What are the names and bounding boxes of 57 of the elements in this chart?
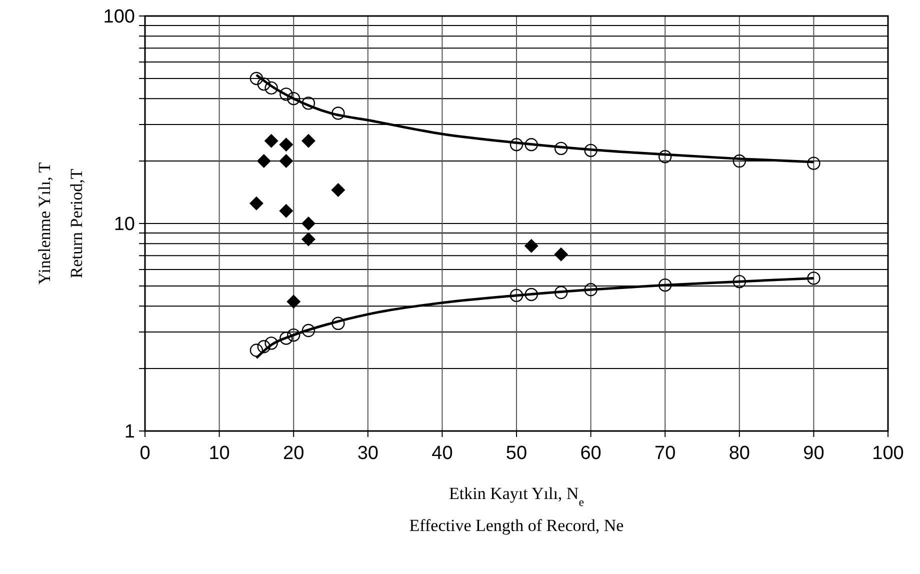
x-tick-label: 80	[728, 443, 750, 464]
y-tick-label: 100	[103, 6, 135, 28]
point	[280, 88, 293, 101]
x-axis-title: Etkin Kayıt Yılı, N$_{e}$ Effective Length of Record, Ne	[409, 484, 624, 535]
point	[301, 216, 316, 230]
point	[280, 332, 293, 345]
x-tick-label: 100	[872, 443, 904, 464]
point	[332, 316, 345, 330]
point	[584, 144, 598, 158]
point	[257, 340, 270, 354]
point	[732, 154, 746, 168]
point	[584, 283, 598, 296]
y-axis-title: Yinelenme Yılı, T Return Period,T	[35, 162, 86, 285]
point	[264, 81, 278, 95]
point	[524, 288, 538, 302]
point	[807, 156, 820, 170]
point	[807, 272, 820, 285]
point	[250, 72, 264, 86]
point	[287, 328, 300, 342]
point	[279, 204, 294, 218]
x-tick-label: 40	[432, 443, 453, 464]
point	[257, 77, 270, 91]
point	[332, 106, 345, 120]
point	[554, 142, 568, 156]
point	[658, 278, 672, 292]
point	[732, 274, 746, 288]
point	[250, 344, 264, 357]
point	[554, 247, 568, 262]
point	[301, 232, 316, 246]
point	[264, 336, 278, 350]
x-tick-label: 70	[654, 443, 676, 464]
x-tick-label: 90	[803, 443, 824, 464]
point	[264, 134, 278, 148]
point	[279, 138, 294, 152]
point	[510, 288, 524, 302]
x-tick-label: 20	[283, 443, 304, 464]
point	[302, 324, 316, 338]
point	[510, 138, 524, 152]
point	[301, 134, 316, 148]
point	[279, 154, 294, 168]
point	[524, 138, 538, 152]
point	[331, 183, 346, 198]
point	[524, 238, 538, 253]
point	[554, 286, 568, 300]
y-tick-label: 10	[114, 214, 135, 236]
point	[302, 96, 316, 110]
point	[658, 150, 672, 164]
y-tick-label: 1	[124, 422, 135, 443]
x-tick-label: 30	[357, 443, 378, 464]
x-tick-label: 10	[208, 443, 230, 464]
x-tick-label: 60	[580, 443, 602, 464]
x-tick-label: 50	[506, 443, 528, 464]
x-tick-label: 0	[140, 443, 150, 464]
point	[287, 92, 300, 106]
point	[256, 154, 271, 168]
point	[249, 196, 264, 210]
point	[286, 294, 301, 309]
